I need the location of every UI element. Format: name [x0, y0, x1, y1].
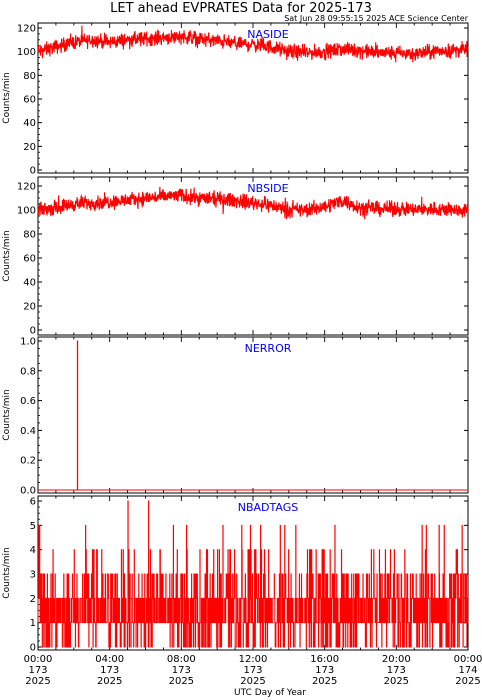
y-tick-label: 3	[30, 570, 36, 581]
x-tick-label: 2025	[25, 676, 50, 687]
x-tick-label: 04:00	[95, 654, 124, 665]
y-axis-label: Counts/min	[2, 72, 12, 123]
panel-label: NBSIDE	[247, 182, 288, 195]
y-tick-label: 0.6	[20, 396, 36, 407]
y-tick-label: 80	[23, 230, 36, 241]
x-tick-label: 2025	[97, 676, 122, 687]
y-tick-label: 120	[17, 182, 36, 193]
y-tick-label: 6	[30, 497, 36, 508]
chart-title: LET ahead EVPRATES Data for 2025-173	[110, 1, 372, 16]
x-tick-label: 2025	[240, 676, 265, 687]
x-tick-label: 173	[315, 665, 334, 676]
x-tick-label: 173	[172, 665, 191, 676]
series-line-naside	[37, 25, 469, 63]
x-tick-label: 00:00	[24, 654, 53, 665]
y-tick-label: 0.2	[20, 456, 36, 467]
x-tick-label: 2025	[384, 676, 409, 687]
y-tick-label: 120	[17, 24, 36, 35]
y-tick-label: 40	[23, 118, 36, 129]
y-tick-label: 0	[30, 643, 36, 654]
x-tick-label: 174	[458, 665, 477, 676]
y-axis-label: Counts/min	[2, 389, 12, 440]
y-tick-label: 0.8	[20, 366, 36, 377]
timestamp-stamp: Sat Jun 28 09:55:15 2025 ACE Science Cen…	[284, 14, 469, 23]
panel-frame	[37, 336, 469, 494]
y-tick-label: 0.4	[20, 426, 36, 437]
x-axis-label: UTC Day of Year	[234, 688, 306, 698]
series-line-nbside	[37, 186, 469, 220]
y-tick-label: 5	[30, 521, 36, 532]
panels-group: 020406080100120Counts/minNASIDE020406080…	[2, 22, 469, 654]
y-tick-label: 20	[23, 142, 36, 153]
y-tick-label: 1	[30, 618, 36, 629]
series-line-nerror	[38, 340, 468, 491]
y-tick-label: 2	[30, 594, 36, 605]
x-tick-label: 16:00	[310, 654, 339, 665]
y-tick-label: 20	[23, 302, 36, 313]
x-tick-label: 08:00	[167, 654, 196, 665]
panel-label: NASIDE	[247, 28, 288, 41]
y-tick-label: 1.0	[20, 337, 36, 348]
y-tick-label: 60	[23, 254, 36, 265]
panel-nerror: 0.0 0.2 0.4 0.6 0.8 1.0 Counts/min NERROR	[2, 336, 469, 497]
y-tick-label: 100	[17, 206, 36, 217]
x-tick-label: 173	[243, 665, 262, 676]
x-tick-label: 12:00	[239, 654, 268, 665]
panel-label: NERROR	[245, 342, 292, 355]
panel-label: NBADTAGS	[238, 501, 298, 514]
y-tick-label: 80	[23, 71, 36, 82]
y-tick-label: 40	[23, 278, 36, 289]
panel-nbside: 0 20 40 60 80 100 120 Counts/min NBSIDE	[2, 176, 469, 337]
y-axis-label: Counts/min	[2, 547, 12, 598]
x-tick-label: 173	[387, 665, 406, 676]
x-tick-label: 2025	[455, 676, 480, 687]
y-axis-label: Counts/min	[2, 230, 12, 281]
panel-nbadtags: 0 1 2 3 4 5 6 Counts/min NBADTAGS	[2, 495, 469, 654]
x-tick-label: 2025	[312, 676, 337, 687]
x-axis: 00:00173202504:00173202508:00173202512:0…	[24, 654, 482, 687]
x-tick-label: 2025	[169, 676, 194, 687]
y-tick-label: 0.0	[20, 486, 36, 497]
y-tick-label: 60	[23, 95, 36, 106]
panel-naside: 0 20 40 60 80 100 120 Counts/min NASIDE	[2, 22, 469, 177]
series-line-nbadtags	[37, 500, 469, 648]
x-tick-label: 173	[28, 665, 47, 676]
y-tick-label: 100	[17, 47, 36, 58]
x-tick-label: 173	[100, 665, 119, 676]
y-tick-label: 0	[30, 166, 36, 177]
y-tick-label: 0	[30, 326, 36, 337]
x-tick-label: 20:00	[382, 654, 411, 665]
x-tick-label: 00:00	[454, 654, 482, 665]
y-tick-label: 4	[30, 545, 36, 556]
